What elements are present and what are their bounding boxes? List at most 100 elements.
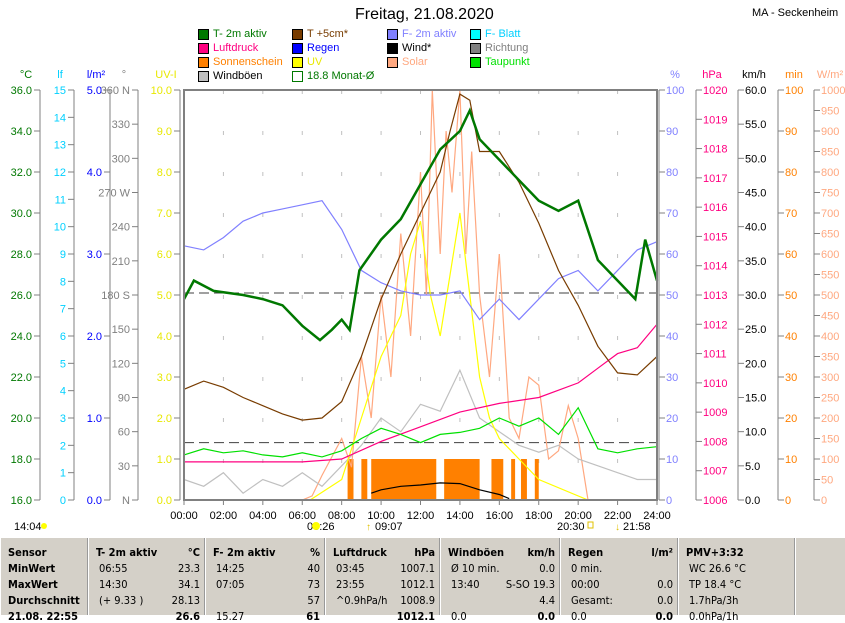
legend-item: Richtung [470, 42, 528, 54]
axis-tick-label: 60 [118, 427, 130, 439]
axis-tick-label: 7 [60, 304, 66, 316]
axis-unit-label: ° [122, 69, 126, 81]
axis-tick-label: 16.0 [11, 495, 32, 507]
axis-tick-label: 60 [785, 249, 797, 261]
axis-tick-label: 30 [785, 372, 797, 384]
table-cell: 06:55 [99, 562, 128, 575]
table-cell: ^0.9hPa/h [336, 594, 388, 607]
axis-tick-label: 90 [666, 126, 678, 138]
axis-tick-label: 300 [821, 372, 839, 384]
table-cell: 4.4 [539, 594, 555, 607]
axis-tick-label: 35.0 [745, 256, 766, 268]
table-cell: PMV+3:32 [686, 546, 744, 559]
legend-swatch [470, 28, 481, 40]
axis-tick-label: 8 [60, 276, 66, 288]
table-cell: 0.0hPa/1h [689, 610, 739, 623]
axis-tick-label: 2.0 [87, 331, 102, 343]
axis-tick-label: 1008 [703, 436, 727, 448]
legend-swatch [470, 56, 481, 68]
axis-tick-label: 10 [785, 454, 797, 466]
time-moonset: 21:58 [623, 521, 651, 533]
axis-tick-label: 80 [666, 167, 678, 179]
axis-tick-label: 20 [666, 413, 678, 425]
axis-tick-label: 1009 [703, 407, 727, 419]
axis-tick-label: 1006 [703, 495, 727, 507]
axis-tick-label: 100 [666, 85, 684, 97]
axis-tick-label: 50.0 [745, 153, 766, 165]
axis-tick-label: 450 [821, 311, 839, 323]
legend-item: Regen [292, 42, 339, 54]
stats-table: Sensor MinWert MaxWert Durchschnitt 21.08. 2… [0, 538, 845, 623]
axis-tick-label: 210 [112, 256, 130, 268]
axis-tick-label: 150 [821, 434, 839, 446]
series-t-5cm- [183, 93, 658, 421]
table-cell: 0.0 [657, 594, 673, 607]
table-cell: 23:55 [336, 578, 365, 591]
axis-tick-label: 20 [785, 413, 797, 425]
table-cell: 0.0 [655, 610, 673, 623]
legend-swatch [198, 42, 209, 54]
axis-tick-label: 0.0 [745, 495, 760, 507]
legend-label: F- 2m aktiv [402, 28, 457, 40]
axis-tick-label: 32.0 [11, 167, 32, 179]
axis-tick-label: 5 [60, 358, 66, 370]
table-cell: 26.6 [175, 610, 200, 623]
table-column: T- 2m aktiv °C 06:55 23.3 14:30 34.1 (+ 9.33 )… [88, 538, 206, 623]
legend-item: 18.8 Monat-Ø [292, 70, 374, 82]
axis-tick-label: 350 [821, 352, 839, 364]
legend-label: T +5cm* [307, 28, 349, 40]
legend-label: Sonnenschein [213, 56, 283, 68]
axis-unit-label: lf [57, 69, 63, 81]
axis-tick-label: 150 [112, 324, 130, 336]
legend-swatch [198, 56, 209, 68]
table-column: Windböen km/h Ø 10 min. 0.0 13:40 S-SO 19.3 4.… [440, 538, 561, 623]
sun-minutes-bar [361, 459, 368, 500]
axis-unit-label: UV-I [155, 69, 176, 81]
axis-tick-label: 100 [821, 454, 839, 466]
axis-unit-label: W/m² [817, 69, 844, 81]
legend-item: Sonnenschein [198, 56, 283, 68]
table-cell: T- 2m aktiv [96, 546, 158, 559]
legend-item: Solar [387, 56, 428, 68]
sunrise-icon [312, 522, 320, 530]
axis-tick-label: 1018 [703, 144, 727, 156]
table-cell: 21.08. 22:55 [8, 610, 79, 623]
axis-tick-label: 1.0 [157, 454, 172, 466]
table-cell: TP 18.4 °C [689, 578, 742, 591]
table-cell: 0.0 [537, 610, 555, 623]
axis-tick-label: 330 [112, 119, 130, 131]
table-cell: 23.3 [177, 562, 200, 575]
axis-tick-label: 15.0 [745, 393, 766, 405]
sun-minutes-bar [347, 459, 354, 500]
axis-tick-label: 4.0 [87, 167, 102, 179]
axis-tick-label: 800 [821, 167, 839, 179]
table-cell: 1.7hPa/3h [689, 594, 739, 607]
axis-unit-label: hPa [702, 69, 722, 81]
axis-tick-label: 240 [112, 222, 130, 234]
axis-tick-label: 1013 [703, 290, 727, 302]
legend-label: Regen [307, 42, 340, 54]
table-cell: 40 [307, 562, 320, 575]
axis-tick-label: 6.0 [157, 249, 172, 261]
axis-tick-label: 14 [54, 112, 66, 124]
table-cell: °C [187, 546, 200, 559]
axis-tick-label: 30 [118, 461, 130, 473]
legend-swatch [387, 56, 398, 68]
x-tick-label: 24:00 [643, 510, 671, 522]
axis-tick-label: 11 [55, 194, 66, 206]
axis-tick-label: 34.0 [11, 126, 32, 138]
axis-tick-label: 0 [666, 495, 672, 507]
table-cell: F- 2m aktiv [213, 546, 276, 559]
axis-tick-label: 50 [785, 290, 797, 302]
time-now: 14:04 [14, 521, 42, 533]
axis-tick-label: 28.0 [11, 249, 32, 261]
table-cell: 34.1 [177, 578, 200, 591]
axis-tick-label: 10 [54, 222, 66, 234]
legend-label: Solar [402, 56, 428, 68]
axis-tick-label: 70 [666, 208, 678, 220]
axis-tick-label: 1010 [703, 378, 727, 390]
axis-tick-label: 45.0 [745, 188, 766, 200]
legend-swatch [198, 28, 209, 40]
axis-tick-label: 200 [821, 413, 839, 425]
table-cell: 15.27 [216, 610, 245, 623]
